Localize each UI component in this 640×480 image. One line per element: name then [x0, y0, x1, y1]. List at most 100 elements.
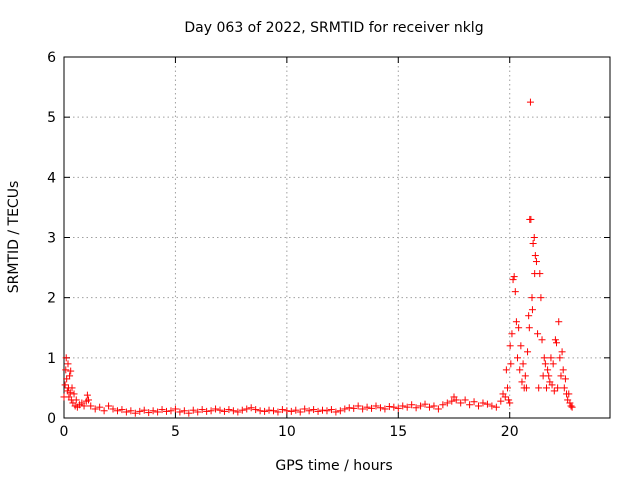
data-point — [368, 404, 376, 412]
data-point — [301, 405, 309, 413]
data-point — [118, 406, 126, 414]
data-point — [62, 354, 70, 362]
data-point — [278, 406, 286, 414]
data-point — [109, 405, 117, 413]
data-point — [145, 409, 153, 417]
data-point — [517, 342, 525, 350]
x-axis-label: GPS time / hours — [275, 458, 392, 474]
data-point — [229, 407, 237, 415]
data-point — [545, 372, 553, 380]
data-point — [154, 408, 162, 416]
data-point — [548, 381, 556, 389]
data-point — [534, 330, 542, 338]
data-point — [140, 406, 148, 414]
data-point — [551, 336, 559, 344]
data-point — [66, 389, 74, 397]
data-point — [390, 403, 398, 411]
data-point — [314, 407, 322, 415]
data-point — [565, 390, 573, 398]
data-point — [518, 378, 526, 386]
data-point — [83, 391, 91, 399]
data-point — [541, 360, 549, 368]
data-point — [85, 396, 93, 404]
data-point — [507, 360, 515, 368]
data-point — [345, 404, 353, 412]
data-point — [216, 406, 224, 414]
data-point — [408, 401, 416, 409]
data-point — [531, 252, 539, 260]
x-tick-label: 15 — [389, 424, 407, 440]
data-point — [63, 387, 71, 395]
data-point — [68, 384, 76, 392]
data-point — [475, 402, 483, 410]
data-point — [252, 406, 260, 414]
data-point — [506, 399, 514, 407]
data-point — [319, 406, 327, 414]
data-point — [234, 408, 242, 416]
data-point — [527, 215, 535, 223]
data-point — [544, 366, 552, 374]
data-point — [425, 403, 433, 411]
data-point — [556, 354, 564, 362]
x-tick-label: 5 — [171, 424, 180, 440]
data-point — [350, 404, 358, 412]
data-point — [532, 258, 540, 266]
data-point — [287, 407, 295, 415]
data-point — [127, 407, 135, 415]
data-point — [430, 402, 438, 410]
data-point — [514, 354, 522, 362]
data-point — [457, 399, 465, 407]
data-point — [256, 407, 264, 415]
data-point — [363, 403, 371, 411]
data-point — [62, 366, 70, 374]
data-point — [292, 406, 300, 414]
data-point — [538, 336, 546, 344]
data-point — [247, 404, 255, 412]
data-point — [510, 273, 518, 281]
data-point — [194, 408, 202, 416]
data-point — [515, 324, 523, 332]
data-point — [100, 407, 108, 415]
data-point — [542, 384, 550, 392]
data-point — [225, 406, 233, 414]
data-point — [509, 276, 517, 284]
data-point — [163, 407, 171, 415]
data-point — [323, 407, 331, 415]
data-point — [336, 407, 344, 415]
data-point — [434, 405, 442, 413]
data-point — [283, 407, 291, 415]
data-point — [516, 366, 524, 374]
y-tick-label: 4 — [47, 170, 56, 186]
y-axis-label: SRMTID / TECUs — [6, 181, 22, 294]
y-tick-label: 6 — [47, 50, 56, 66]
data-point — [452, 396, 460, 404]
axis-ticks: 0 5 10 15 20 0 1 2 3 4 5 6 — [47, 50, 610, 440]
data-point — [207, 407, 215, 415]
x-tick-label: 10 — [278, 424, 296, 440]
data-point — [540, 354, 548, 362]
data-point — [561, 375, 569, 383]
data-point — [483, 400, 491, 408]
data-point — [63, 375, 71, 383]
data-point — [113, 407, 121, 415]
data-point — [238, 406, 246, 414]
data-point — [443, 399, 451, 407]
data-point — [503, 384, 511, 392]
data-point — [466, 401, 474, 409]
data-point — [568, 403, 576, 411]
data-point — [341, 405, 349, 413]
y-tick-label: 3 — [47, 231, 56, 247]
data-point — [261, 407, 269, 415]
data-point — [310, 406, 318, 414]
data-point — [530, 234, 538, 241]
data-point — [525, 324, 533, 332]
data-point — [158, 406, 166, 414]
data-point — [505, 396, 513, 404]
data-point — [203, 407, 211, 415]
y-tick-label: 5 — [47, 110, 56, 126]
data-point — [537, 294, 545, 302]
data-point — [136, 407, 144, 415]
data-point — [448, 397, 456, 405]
data-point — [274, 408, 282, 416]
